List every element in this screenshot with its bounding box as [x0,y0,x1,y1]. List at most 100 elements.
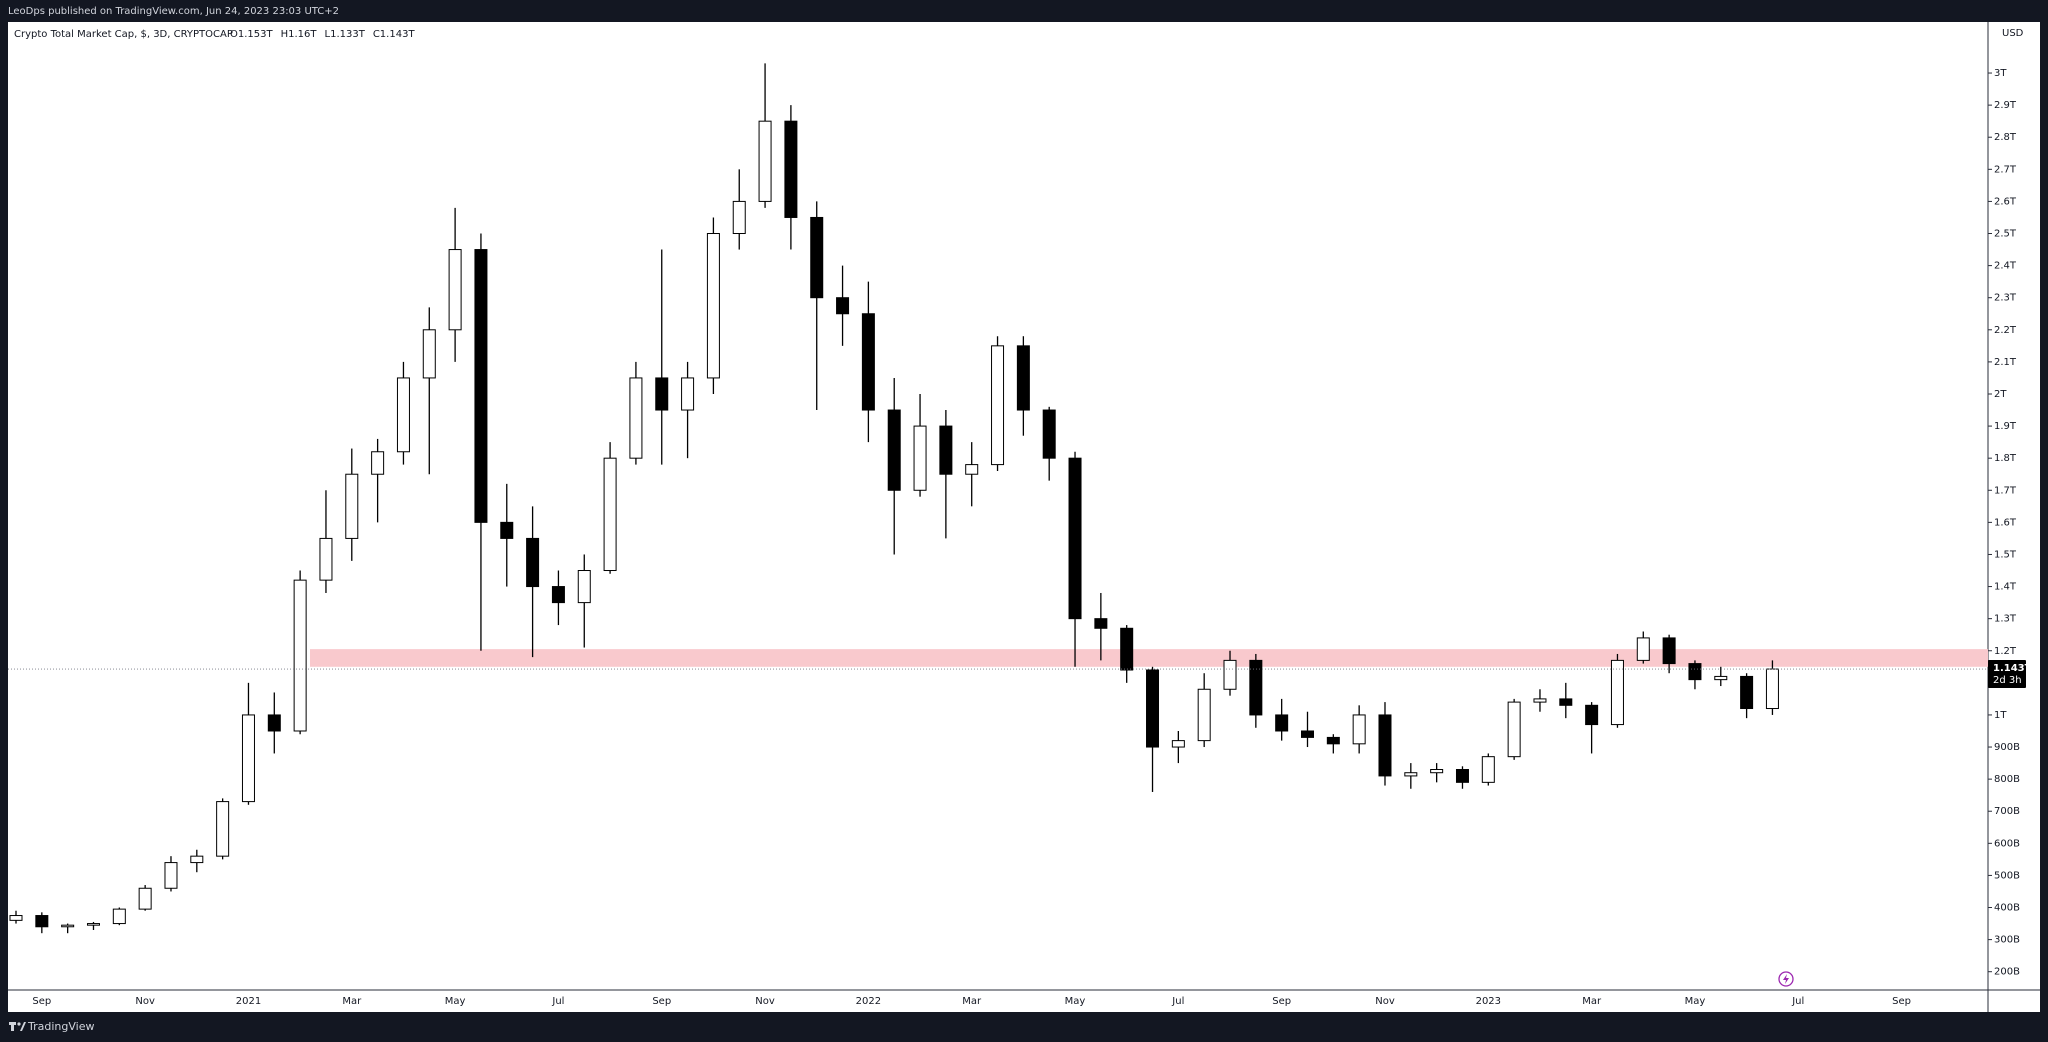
candle-body [448,249,462,331]
last-price-box [1988,660,2026,689]
candle-body [603,457,617,572]
y-tick-label: 2.1T [1994,357,2017,368]
candle-body [345,473,359,539]
candle-body [1507,701,1521,758]
candle-body [1094,618,1108,629]
candle-body [500,521,514,539]
candle-body [1068,457,1082,620]
x-tick-label: 2023 [1476,996,1501,1007]
x-tick-label: May [445,996,466,1007]
candle-body [1326,736,1340,745]
y-tick-label: 1.3T [1994,614,2017,625]
y-tick-label: 500B [1994,870,2020,881]
candle-body [1688,663,1702,681]
candle-body [1430,769,1444,774]
y-tick-label: 1.6T [1994,517,2017,528]
candle-body [861,313,875,411]
candle-body [913,425,927,491]
y-tick-label: 200B [1994,967,2020,978]
ohlc-legend: C1.143T [373,29,416,40]
candle-body [1765,668,1779,710]
candle-body [965,464,979,475]
candle-body [887,409,901,491]
candle-body [551,586,565,604]
candle-body [241,714,255,803]
x-tick-label: Jul [1171,996,1184,1007]
y-tick-label: 1.9T [1994,421,2017,432]
candle-body [190,855,204,864]
candle-body [1559,698,1573,706]
candle-body [1249,659,1263,716]
x-tick-label: Sep [1272,996,1291,1007]
candle-body [112,908,126,925]
y-tick-label: 1.2T [1994,646,2017,657]
resistance-zone [310,649,1988,667]
candle-body [319,537,333,581]
candle-body [1378,714,1392,777]
candle-body [655,377,669,411]
candle-body [1455,769,1469,783]
brand-logo [9,1022,26,1031]
symbol-title: Crypto Total Market Cap, $, 3D, CRYPTOCA… [14,29,233,40]
y-tick-label: 3T [1994,68,2007,79]
candle-body [1352,714,1366,745]
candle-body [164,862,178,889]
x-tick-label: May [1065,996,1086,1007]
candle-body [991,345,1005,466]
y-tick-label: 700B [1994,806,2020,817]
x-tick-label: Jul [1791,996,1804,1007]
candle-body [1171,740,1185,748]
brand: TradingView [27,1020,94,1033]
candle-body [138,887,152,910]
candles [9,63,1779,934]
candle-body [1404,772,1418,777]
candle-body [758,120,772,202]
x-tick-label: Sep [32,996,51,1007]
ohlc-legend: L1.133T [325,29,366,40]
candle-body [1662,637,1676,665]
y-tick-label: 2.6T [1994,196,2017,207]
countdown: 2d 3h [1993,675,2022,686]
x-tick-label: Mar [1582,996,1602,1007]
candle-body [1223,659,1237,690]
currency: USD [2002,28,2024,39]
candle-body [629,377,643,459]
candle-body [1120,627,1134,671]
candle-body [681,377,695,411]
y-tick-label: 1.8T [1994,453,2017,464]
chart-area [8,22,2040,1012]
last-price-label: 1.143T [1993,663,2032,674]
x-tick-label: May [1685,996,1706,1007]
candle-body [293,579,307,732]
y-tick-label: 2.7T [1994,164,2017,175]
y-tick-label: 2T [1994,389,2007,400]
x-tick-label: Nov [1375,996,1395,1007]
x-tick-label: 2022 [856,996,881,1007]
candle-body [9,915,23,921]
x-tick-label: Sep [1892,996,1911,1007]
candle-body [1301,730,1314,738]
y-tick-label: 1.7T [1994,485,2017,496]
candle-body [1585,704,1599,726]
y-tick-label: 1.4T [1994,582,2017,593]
ohlc-legend: H1.16T [281,29,318,40]
x-tick-label: Jul [551,996,564,1007]
y-tick-label: 600B [1994,838,2020,849]
candle-body [836,297,850,315]
candle-body [810,216,824,299]
candle-body [61,924,75,928]
y-tick-label: 2.4T [1994,261,2017,272]
y-tick-label: 400B [1994,903,2020,914]
candle-body [1197,688,1211,742]
y-tick-label: 2.3T [1994,293,2017,304]
candle-body [1533,698,1547,703]
candle-body [1275,714,1289,732]
publisher: LeoDps published on TradingView.com, Jun… [8,6,339,17]
candle-body [706,233,720,379]
y-tick-label: 2.8T [1994,132,2017,143]
y-tick-label: 2.2T [1994,325,2017,336]
candle-body [784,120,798,218]
candle-body [939,425,953,475]
